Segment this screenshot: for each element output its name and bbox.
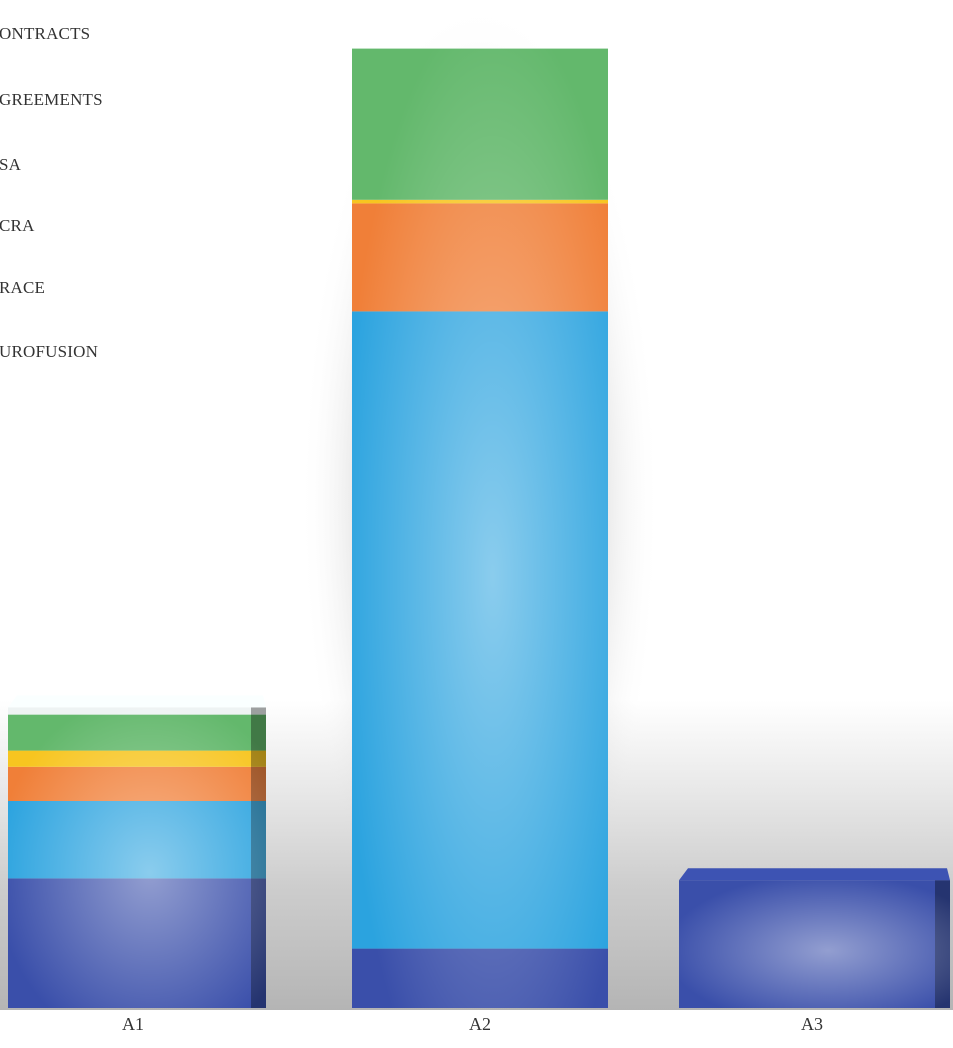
category-label-a1: A1 xyxy=(122,1014,144,1034)
chart-legend: ONTRACTS GREEMENTS SA CRA RACE UROFUSION xyxy=(0,24,103,361)
legend-label-sa: SA xyxy=(0,155,22,174)
legend-label-urofusion: UROFUSION xyxy=(0,342,98,361)
category-label-a3: A3 xyxy=(801,1014,823,1034)
bar-stack-a3 xyxy=(679,868,950,1008)
legend-label-greements: GREEMENTS xyxy=(0,90,103,109)
bar-sheen-a1 xyxy=(8,707,266,1008)
category-axis: A1 A2 A3 xyxy=(122,1014,823,1034)
bar-stack-a1 xyxy=(8,695,266,1008)
legend-label-cra: CRA xyxy=(0,216,35,235)
bar-layer xyxy=(8,48,950,1009)
bar-stack-a2 xyxy=(352,48,608,1009)
bar-sheen-a3 xyxy=(679,880,950,1008)
legend-label-ontracts: ONTRACTS xyxy=(0,24,90,43)
category-label-a2: A2 xyxy=(469,1014,491,1034)
bar-sheen-a2 xyxy=(352,48,608,1009)
legend-label-race: RACE xyxy=(0,278,45,297)
bar-top-a1 xyxy=(8,695,266,708)
bar-top-a3 xyxy=(679,868,950,881)
